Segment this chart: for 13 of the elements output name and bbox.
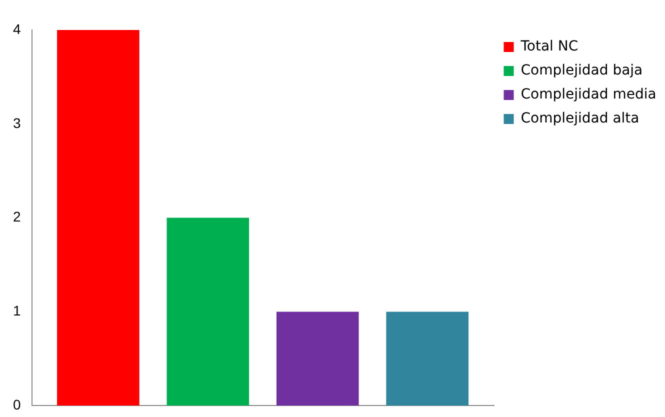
y-tick-label: 1: [12, 302, 21, 319]
bar: [386, 312, 468, 406]
y-tick-label: 4: [12, 20, 21, 37]
y-tick-label: 0: [12, 396, 21, 412]
legend-label: Complejidad media: [520, 86, 656, 103]
y-tick-label: 2: [12, 208, 21, 225]
bar: [276, 312, 359, 406]
y-tick-label: 3: [12, 114, 21, 131]
bar: [166, 218, 250, 406]
legend-label: Total NC: [520, 38, 578, 55]
legend-label: Complejidad alta: [520, 110, 640, 127]
legend-label: Complejidad baja: [520, 62, 643, 79]
bar: [57, 30, 140, 406]
